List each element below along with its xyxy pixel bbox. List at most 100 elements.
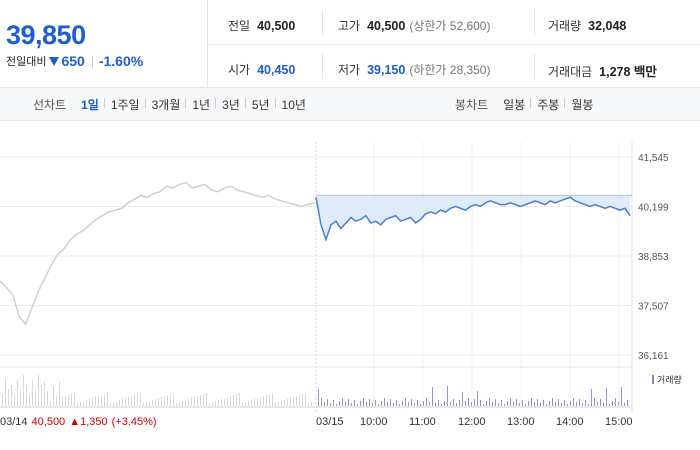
volume-bar [465, 401, 466, 406]
volume-bar [540, 403, 541, 406]
volume-bar [125, 398, 126, 406]
period-tab[interactable]: 1주일 [103, 96, 146, 113]
stat-label: 고가 [338, 19, 361, 33]
volume-bar [525, 404, 526, 406]
volume-bar [311, 402, 312, 406]
volume-bar [420, 404, 421, 406]
price-box: 39,850 전일대비 650 -1.60% [0, 0, 208, 88]
volume-bar [564, 400, 565, 406]
volume-bar [26, 385, 27, 406]
volume-bar [510, 398, 511, 406]
volume-bar [534, 402, 535, 406]
period-tab[interactable]: 3년 [215, 96, 246, 113]
volume-bar [227, 397, 228, 406]
volume-bar [372, 403, 373, 406]
volume-bar [369, 399, 370, 406]
x-tick-label: 11:00 [409, 416, 436, 428]
volume-bar [396, 400, 397, 406]
volume-bar [417, 400, 418, 406]
volume-bar [336, 404, 337, 406]
volume-bar [468, 398, 469, 406]
volume-bar [47, 391, 48, 406]
volume-bar [41, 385, 42, 406]
volume-bar [56, 396, 57, 406]
volume-bar [80, 402, 81, 406]
volume-bar [429, 402, 430, 406]
stat-trade-value: 거래대금 1,278 백만 [548, 61, 657, 80]
y-tick-label: 37,507 [638, 302, 669, 313]
period-tab[interactable]: 5년 [244, 96, 276, 113]
volume-bar [621, 387, 622, 406]
volume-bar [131, 396, 132, 406]
volume-bar [164, 396, 165, 406]
volume-bar [378, 404, 379, 406]
volume-bar [582, 403, 583, 406]
volume-bar [318, 389, 319, 406]
period-tab[interactable]: 10년 [274, 96, 312, 113]
volume-bar [272, 393, 273, 406]
volume-bar [263, 396, 264, 406]
candle-period-tab[interactable]: 월봉 [564, 96, 599, 113]
change-separator [91, 55, 93, 67]
volume-bar [549, 401, 550, 406]
volume-bar [215, 401, 216, 406]
candle-period-tab[interactable]: 일봉 [503, 98, 526, 112]
volume-bar [167, 395, 168, 406]
stat-high: 고가 40,500 (상한가 52,600) [338, 17, 490, 34]
volume-bar [122, 399, 123, 406]
volume-bar [179, 402, 180, 406]
prev-day-close: 40,500 [32, 416, 66, 428]
volume-bar [471, 402, 472, 406]
volume-bar [137, 394, 138, 406]
stat-label: 저가 [338, 63, 361, 77]
volume-bar [20, 390, 21, 406]
volume-bar [278, 402, 279, 406]
volume-bar [456, 403, 457, 406]
volume-bar [570, 401, 571, 406]
candle-period-tab[interactable]: 주봉 [530, 96, 565, 113]
volume-bar [191, 398, 192, 406]
y-tick-label: 36,161 [638, 351, 669, 362]
volume-bar [504, 404, 505, 406]
volume-bar [89, 399, 90, 406]
volume-bar [140, 393, 141, 406]
volume-bar [239, 393, 240, 406]
volume-bar [477, 391, 478, 406]
volume-bar [284, 400, 285, 406]
prev-day-change: ▲1,350 [69, 416, 107, 428]
volume-bar [606, 388, 607, 406]
volume-bar [248, 401, 249, 406]
volume-bar [152, 400, 153, 406]
volume-bar [558, 399, 559, 406]
volume-bar [116, 401, 117, 406]
period-tab[interactable]: 3개월 [144, 96, 187, 113]
today-price-line [315, 196, 631, 242]
volume-bar [23, 375, 24, 406]
period-tab[interactable]: 1년 [185, 96, 216, 113]
price-chart[interactable]: 41,545 40,199 38,853 37,507 36,161 03/15 10:00… [0, 122, 700, 450]
volume-bar [480, 400, 481, 406]
volume-bar [423, 401, 424, 406]
y-tick-label: 40,199 [638, 203, 669, 214]
volume-bar [230, 396, 231, 406]
volume-bar [170, 394, 171, 406]
volume-bar [615, 398, 616, 406]
volume-bar [83, 401, 84, 406]
volume-legend-swatch [652, 375, 654, 384]
volume-bar [224, 398, 225, 406]
volume-bar [519, 403, 520, 406]
volume-bar [92, 398, 93, 406]
x-tick-label: 15:00 [605, 416, 633, 428]
stat-low: 저가 39,150 (하한가 28,350) [338, 61, 490, 78]
x-tick-label: 13:00 [507, 416, 535, 428]
period-tab[interactable]: 1일 [81, 98, 99, 112]
volume-bar [221, 399, 222, 406]
volume-bar [552, 398, 553, 406]
volume-bar [62, 397, 63, 406]
volume-bar [618, 402, 619, 406]
x-tick-label: 03/15 [316, 416, 344, 428]
volume-bar [366, 402, 367, 406]
volume-bar [453, 399, 454, 406]
volume-bar [390, 399, 391, 406]
volume-bar [35, 390, 36, 406]
